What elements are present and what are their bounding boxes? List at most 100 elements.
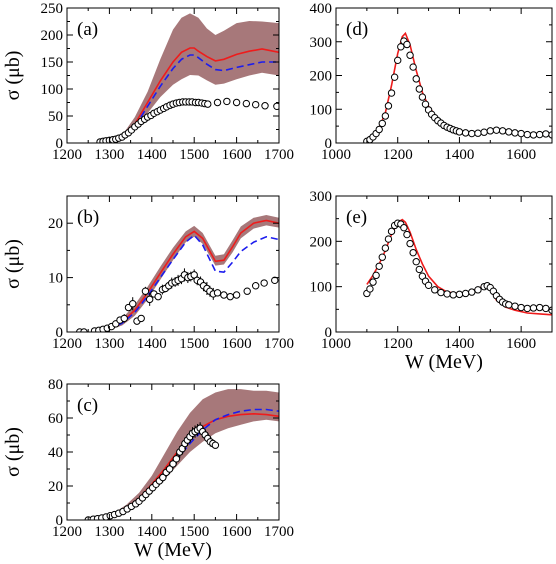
x-tick-label: 1500 xyxy=(179,147,209,163)
data-point xyxy=(421,100,430,108)
x-tick-label: 1300 xyxy=(94,336,124,352)
data-point xyxy=(400,224,408,232)
data-point xyxy=(415,265,424,274)
data-point xyxy=(260,279,268,287)
data-point xyxy=(129,300,137,308)
data-point xyxy=(406,51,414,59)
x-tick-label: 1600 xyxy=(506,147,536,163)
x-tick-label: 1400 xyxy=(137,524,167,540)
panel-a: 1200 1300 1400 1500 1600 1700 0 50 100 150 200 250 (… xyxy=(2,1,294,163)
data-point xyxy=(403,230,411,239)
data-point xyxy=(535,303,544,312)
data-point xyxy=(213,98,222,107)
data-point xyxy=(486,127,494,135)
data-point xyxy=(251,282,260,290)
data-point xyxy=(505,128,513,136)
data-point xyxy=(387,89,396,97)
data-point xyxy=(137,314,145,323)
data-point xyxy=(190,271,198,279)
data-point xyxy=(375,125,383,134)
x-tick-label: 1300 xyxy=(94,147,124,163)
data-point xyxy=(381,244,390,252)
data-point xyxy=(498,127,507,135)
data-point xyxy=(412,75,420,83)
data-point xyxy=(455,128,464,136)
data-point xyxy=(120,314,128,323)
y-tick-label: 0 xyxy=(56,325,64,341)
data-point xyxy=(232,98,241,107)
y-tick-label: 0 xyxy=(56,136,64,152)
data-point xyxy=(535,130,544,139)
y-tick-label: 20 xyxy=(48,479,63,495)
y-tick-label: 200 xyxy=(310,69,333,85)
y-tick-label: 10 xyxy=(48,271,63,287)
y-tick-label: 20 xyxy=(48,216,63,232)
data-point xyxy=(378,253,386,261)
data-point xyxy=(418,93,427,101)
y-axis-label: σ (μb) xyxy=(2,239,24,289)
data-point xyxy=(529,131,538,139)
data-point xyxy=(505,301,513,309)
data-point xyxy=(511,129,519,137)
y-tick-label: 0 xyxy=(56,513,64,529)
y-tick-label: 80 xyxy=(48,377,63,393)
data-point xyxy=(226,292,234,301)
data-point xyxy=(474,129,482,137)
blue-curve-dashed xyxy=(96,234,279,332)
data-point xyxy=(213,289,222,297)
data-point xyxy=(145,295,154,304)
data-point xyxy=(449,291,457,299)
y-tick-label: 150 xyxy=(41,55,64,71)
data-point xyxy=(390,73,399,81)
x-tick-label: 1200 xyxy=(52,524,82,540)
y-tick-label: 100 xyxy=(310,280,333,296)
plot-area-b xyxy=(76,215,279,332)
x-tick-label: 1700 xyxy=(264,147,294,163)
data-point xyxy=(243,287,251,295)
data-point xyxy=(397,43,405,51)
data-point xyxy=(372,271,380,280)
red-curve xyxy=(366,31,552,142)
data-point xyxy=(517,129,525,138)
y-axis-label: σ (μb) xyxy=(2,427,24,477)
data-point xyxy=(406,239,414,248)
data-point xyxy=(523,130,532,139)
y-tick-label: 300 xyxy=(310,189,333,205)
data-point xyxy=(461,289,470,298)
data-point xyxy=(511,302,519,310)
x-tick-label: 1000 xyxy=(321,336,351,352)
data-point xyxy=(394,56,402,65)
x-tick-label: 1600 xyxy=(222,147,252,163)
x-tick-label: 1200 xyxy=(383,147,413,163)
panel-e: 1000 1200 1400 1600 0 100 200 300 (e) W (MeV) xyxy=(310,189,553,373)
data-point xyxy=(223,97,231,106)
data-point xyxy=(154,292,162,301)
data-point xyxy=(204,100,212,108)
data-point xyxy=(378,119,386,128)
data-point xyxy=(517,303,525,312)
y-tick-label: 200 xyxy=(41,28,64,44)
data-point xyxy=(415,85,424,93)
data-point xyxy=(211,441,220,449)
data-point xyxy=(542,304,550,313)
data-point xyxy=(232,291,241,299)
data-point xyxy=(242,99,251,108)
data-point xyxy=(437,288,445,297)
x-tick-label: 1300 xyxy=(94,524,124,540)
y-tick-label: 40 xyxy=(48,445,63,461)
x-tick-label: 1500 xyxy=(179,336,209,352)
panel-label: (a) xyxy=(77,19,98,40)
plot-area-d xyxy=(363,31,552,143)
data-point xyxy=(542,130,550,138)
x-tick-label: 1500 xyxy=(179,524,209,540)
panel-label: (b) xyxy=(77,207,99,228)
x-tick-label: 1200 xyxy=(383,336,413,352)
x-tick-label: 1400 xyxy=(444,336,474,352)
x-tick-label: 1200 xyxy=(52,147,82,163)
y-tick-label: 100 xyxy=(310,102,333,118)
panel-label: (d) xyxy=(346,19,368,40)
plot-area-e xyxy=(363,218,552,316)
x-tick-label: 1400 xyxy=(444,147,474,163)
data-point xyxy=(523,304,532,313)
